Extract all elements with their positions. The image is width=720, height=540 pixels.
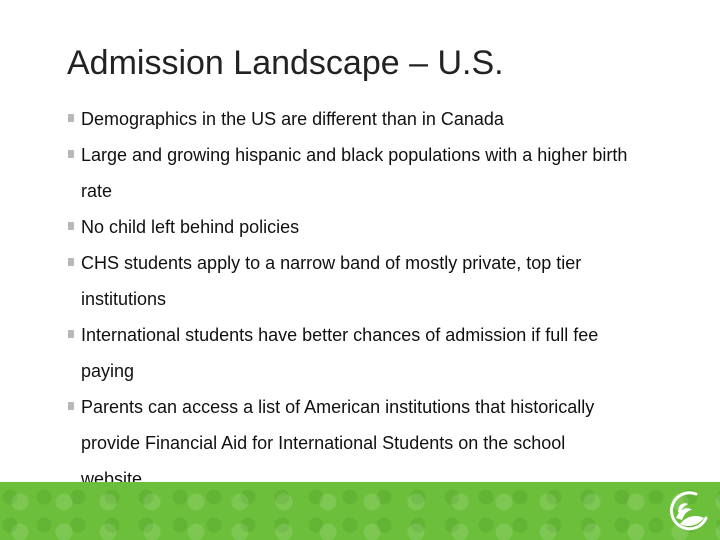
bullet-text: CHS students apply to a narrow band of m… [81, 253, 582, 309]
bullet-item: CHS students apply to a narrow band of m… [68, 245, 628, 317]
footer-pattern-band [0, 482, 720, 540]
bullet-square-icon [68, 258, 74, 266]
bullet-text: International students have better chanc… [81, 325, 599, 381]
bullet-text: Parents can access a list of American in… [81, 397, 595, 489]
bullet-square-icon [68, 150, 74, 158]
bullet-item: Large and growing hispanic and black pop… [68, 137, 628, 209]
slide-title: Admission Landscape – U.S. [67, 44, 504, 82]
bullet-list: Demographics in the US are different tha… [68, 101, 628, 497]
bullet-square-icon [68, 222, 74, 230]
bullet-square-icon [68, 330, 74, 338]
bullet-item: No child left behind policies [68, 209, 628, 245]
bullet-text: Demographics in the US are different tha… [81, 109, 504, 129]
bullet-text: Large and growing hispanic and black pop… [81, 145, 628, 201]
bullet-item: Demographics in the US are different tha… [68, 101, 628, 137]
bullet-square-icon [68, 402, 74, 410]
bullet-item: International students have better chanc… [68, 317, 628, 389]
leaf-circle-icon [670, 491, 708, 531]
bullet-item: Parents can access a list of American in… [68, 389, 628, 497]
bullet-square-icon [68, 114, 74, 122]
bullet-text: No child left behind policies [81, 217, 300, 237]
